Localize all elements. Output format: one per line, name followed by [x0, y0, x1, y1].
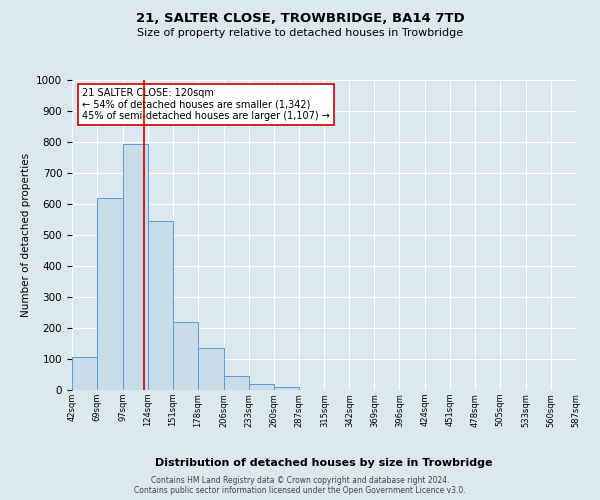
Bar: [173, 322, 198, 390]
Bar: [224, 376, 248, 390]
Y-axis label: Number of detached properties: Number of detached properties: [20, 153, 31, 317]
Text: 21 SALTER CLOSE: 120sqm
← 54% of detached houses are smaller (1,342)
45% of semi: 21 SALTER CLOSE: 120sqm ← 54% of detache…: [82, 88, 330, 121]
Bar: [248, 384, 274, 390]
Text: Size of property relative to detached houses in Trowbridge: Size of property relative to detached ho…: [137, 28, 463, 38]
Bar: [198, 348, 224, 390]
Bar: [148, 221, 173, 390]
Text: 21, SALTER CLOSE, TROWBRIDGE, BA14 7TD: 21, SALTER CLOSE, TROWBRIDGE, BA14 7TD: [136, 12, 464, 26]
Bar: [274, 387, 299, 390]
Text: Contains HM Land Registry data © Crown copyright and database right 2024.
Contai: Contains HM Land Registry data © Crown c…: [134, 476, 466, 495]
Text: Distribution of detached houses by size in Trowbridge: Distribution of detached houses by size …: [155, 458, 493, 468]
Bar: [97, 198, 123, 390]
Bar: [123, 144, 148, 390]
Bar: [72, 358, 97, 390]
